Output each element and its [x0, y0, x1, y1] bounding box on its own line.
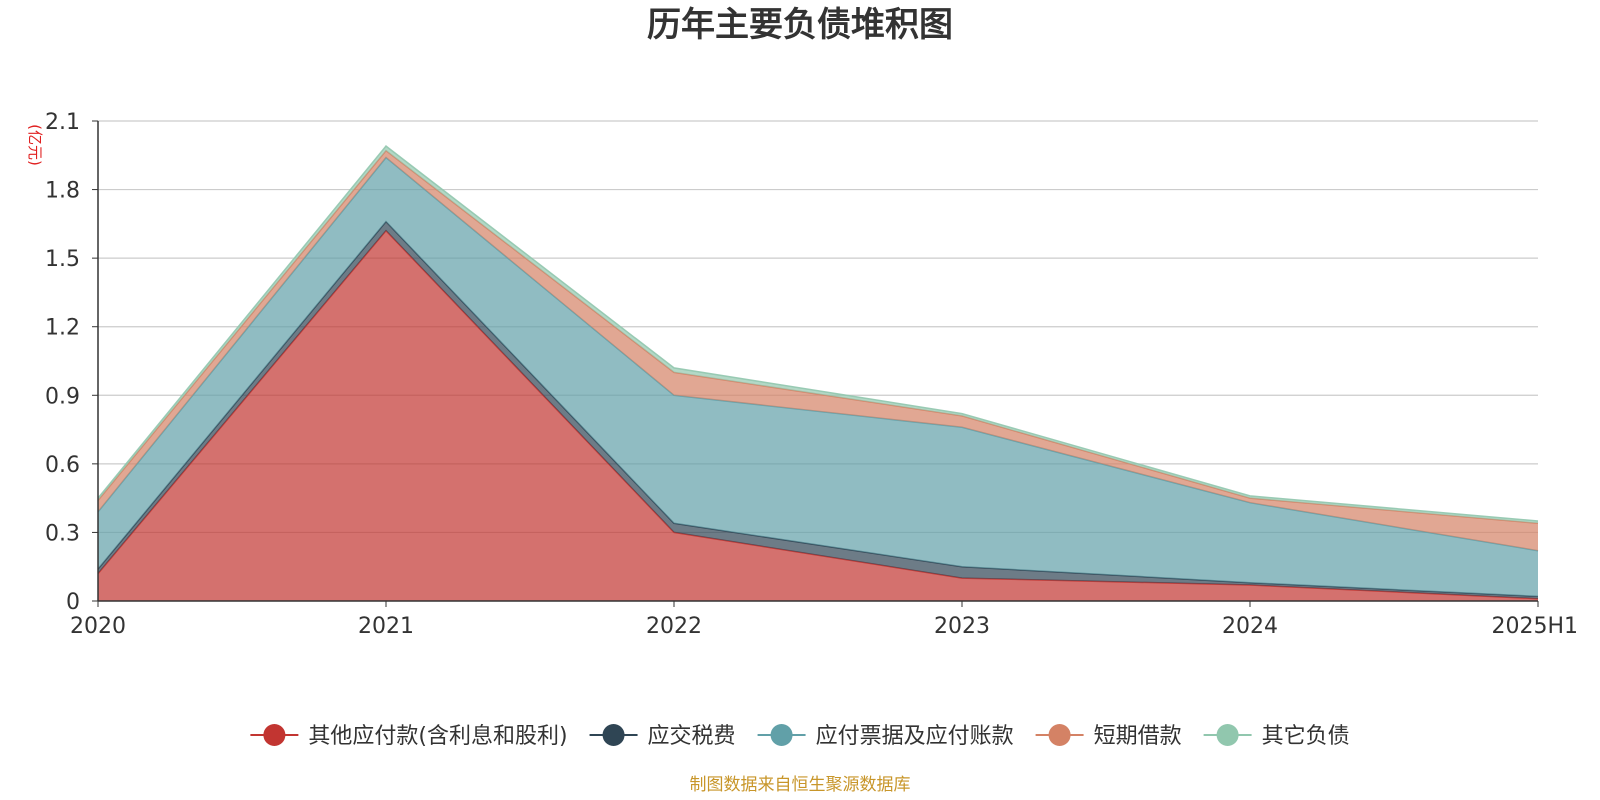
legend-item-3[interactable]: 应付票据及应付账款 — [757, 724, 1014, 749]
legend[interactable]: 其他应付款(含利息和股利) 应交税费 应付票据及应付账款 短期借款 其它负债 — [250, 724, 1350, 749]
y-tick-label: 0.9 — [45, 384, 80, 409]
y-tick-label: 0.6 — [45, 453, 80, 478]
area-series-3 — [98, 157, 1538, 597]
x-tick-label: 2023 — [934, 614, 990, 639]
series-areas — [97, 145, 1539, 601]
x-tick-label: 2025H1 — [1491, 614, 1578, 639]
y-tick-label: 0.3 — [45, 521, 80, 546]
y-tick-label: 1.5 — [45, 247, 80, 272]
legend-item-5[interactable]: 其它负债 — [1203, 724, 1350, 749]
legend-label: 其它负债 — [1262, 724, 1350, 749]
legend-item-4[interactable]: 短期借款 — [1035, 724, 1182, 749]
legend-marker-icon — [1216, 724, 1239, 746]
legend-marker-icon — [263, 724, 286, 746]
y-tick-label: 1.8 — [45, 179, 80, 204]
series-line-5 — [97, 145, 1539, 522]
legend-item-2[interactable]: 应交税费 — [589, 724, 736, 749]
data-source-note: 制图数据来自恒生聚源数据库 — [690, 775, 911, 795]
legend-label: 其他应付款(含利息和股利) — [308, 724, 567, 749]
x-axis-ticks: 2020 2021 2022 2023 2024 2025H1 — [70, 601, 1578, 639]
legend-marker-icon — [770, 724, 793, 746]
x-tick-label: 2020 — [70, 614, 126, 639]
x-tick-label: 2021 — [358, 614, 414, 639]
y-tick-label: 2.1 — [45, 110, 80, 135]
legend-item-1[interactable]: 其他应付款(含利息和股利) — [250, 724, 568, 749]
chart-title: 历年主要负债堆积图 — [647, 5, 953, 45]
legend-marker-icon — [1048, 724, 1071, 746]
legend-marker-icon — [602, 724, 625, 746]
y-tick-label: 0 — [66, 590, 80, 615]
axes — [97, 121, 1538, 602]
area-series-1 — [98, 230, 1538, 601]
legend-label: 应交税费 — [648, 724, 736, 749]
legend-label: 应付票据及应付账款 — [816, 724, 1014, 749]
x-tick-label: 2022 — [646, 614, 702, 639]
x-tick-label: 2024 — [1222, 614, 1278, 639]
y-tick-label: 1.2 — [45, 316, 80, 341]
y-axis-ticks: 0 0.3 0.6 0.9 1.2 1.5 1.8 2.1 — [45, 110, 98, 615]
y-axis-unit-label: (亿元) — [26, 124, 44, 166]
legend-label: 短期借款 — [1094, 724, 1182, 749]
